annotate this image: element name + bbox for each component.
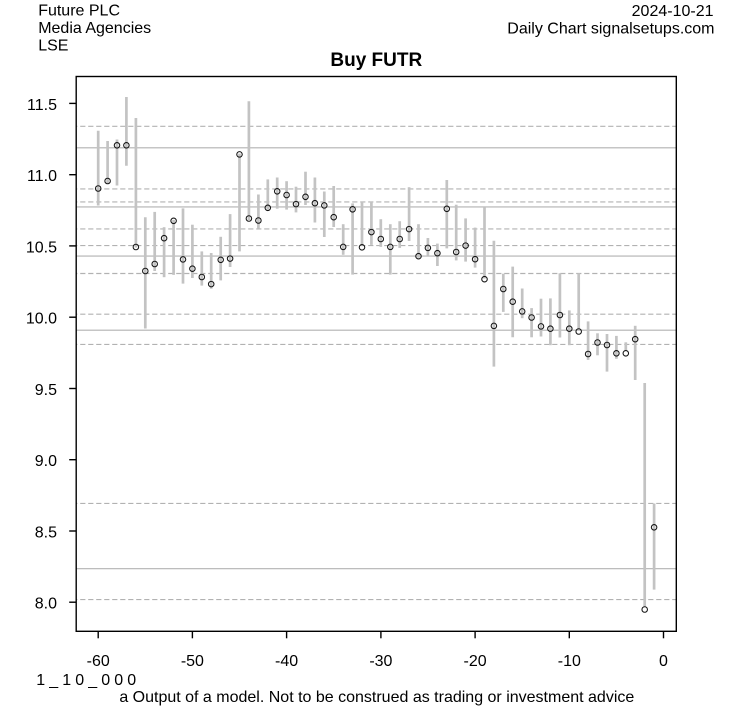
svg-text:9.5: 9.5 (35, 382, 57, 399)
svg-text:-20: -20 (464, 653, 487, 670)
svg-text:10.0: 10.0 (26, 311, 57, 328)
svg-text:11.5: 11.5 (27, 97, 57, 114)
svg-text:0: 0 (659, 653, 668, 670)
svg-text:1 _ 1 0 _ 0 0 0: 1 _ 1 0 _ 0 0 0 (36, 672, 136, 689)
svg-text:Media Agencies: Media Agencies (38, 20, 151, 37)
svg-text:-60: -60 (87, 653, 110, 670)
svg-text:2024-10-21: 2024-10-21 (632, 3, 714, 20)
svg-text:Buy FUTR: Buy FUTR (330, 50, 422, 71)
svg-text:8.0: 8.0 (35, 596, 57, 613)
svg-text:11.0: 11.0 (27, 168, 57, 185)
svg-text:9.0: 9.0 (35, 453, 57, 470)
svg-text:Daily Chart signalsetups.com: Daily Chart signalsetups.com (507, 21, 714, 38)
svg-text:a Output of a model. Not to be: a Output of a model. Not to be construed… (119, 689, 634, 706)
svg-text:-50: -50 (181, 653, 204, 670)
svg-text:LSE: LSE (38, 38, 68, 55)
svg-text:10.5: 10.5 (26, 239, 57, 256)
svg-text:-40: -40 (275, 653, 298, 670)
svg-text:-10: -10 (558, 653, 581, 670)
svg-text:-30: -30 (369, 653, 392, 670)
svg-text:Future PLC: Future PLC (38, 3, 120, 20)
svg-text:8.5: 8.5 (35, 524, 57, 541)
